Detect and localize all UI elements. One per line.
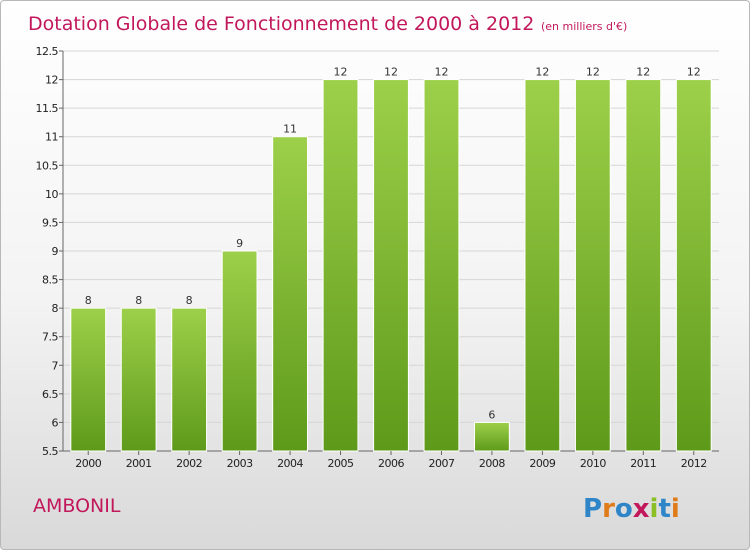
data-label: 12 bbox=[434, 66, 448, 79]
y-tick-label: 9.5 bbox=[42, 216, 58, 229]
y-tick-label: 5.5 bbox=[42, 445, 58, 458]
logo-letter: i bbox=[671, 494, 680, 524]
x-tick-label: 2000 bbox=[75, 457, 101, 470]
y-tick-label: 7.5 bbox=[42, 331, 58, 344]
logo-letter: P bbox=[583, 494, 602, 524]
x-tick-label: 2008 bbox=[479, 457, 505, 470]
y-tick-label: 11.5 bbox=[36, 102, 59, 115]
x-tick-label: 2004 bbox=[277, 457, 303, 470]
logo-letter: r bbox=[602, 494, 615, 524]
y-tick-label: 6.5 bbox=[42, 388, 58, 401]
commune-name: AMBONIL bbox=[33, 495, 121, 517]
data-label: 11 bbox=[283, 123, 297, 136]
x-tick-label: 2005 bbox=[328, 457, 354, 470]
data-label: 12 bbox=[535, 66, 549, 79]
y-tick-label: 7 bbox=[52, 359, 59, 372]
data-label: 8 bbox=[85, 294, 92, 307]
logo-letter: x bbox=[633, 494, 650, 524]
data-label: 12 bbox=[636, 66, 650, 79]
x-tick-label: 2006 bbox=[378, 457, 404, 470]
data-label: 6 bbox=[488, 408, 495, 421]
data-label: 9 bbox=[236, 237, 243, 250]
data-label: 12 bbox=[586, 66, 600, 79]
logo-letter: t bbox=[658, 494, 670, 524]
data-label: 12 bbox=[687, 66, 701, 79]
y-tick-label: 9 bbox=[52, 245, 59, 258]
chart-subtitle: (en milliers d'€) bbox=[541, 20, 627, 33]
x-tick-label: 2003 bbox=[227, 457, 253, 470]
bar-2011 bbox=[625, 79, 662, 452]
bars: 8 8 8 9 11 12 12 12 6 12 12 12 12 bbox=[70, 66, 712, 452]
bar-2002 bbox=[171, 307, 208, 452]
bar-2005 bbox=[322, 79, 359, 452]
bar-2006 bbox=[373, 79, 409, 452]
data-label: 8 bbox=[135, 294, 142, 307]
y-tick-label: 11 bbox=[45, 131, 58, 144]
data-label: 8 bbox=[186, 294, 193, 307]
data-label: 12 bbox=[384, 66, 398, 79]
chart-title: Dotation Globale de Fonctionnement de 20… bbox=[28, 13, 534, 35]
bar-2007 bbox=[423, 79, 460, 452]
y-axis: 5.5 6 6.5 7 7.5 8 8.5 9 9.5 10 10.5 11 11.5 12 12.5 bbox=[36, 45, 719, 458]
logo-letter: i bbox=[650, 494, 659, 524]
x-tick-label: 2012 bbox=[681, 457, 707, 470]
y-tick-label: 12.5 bbox=[36, 45, 59, 58]
proxiti-logo: Proxiti bbox=[583, 494, 680, 524]
y-tick-label: 12 bbox=[45, 74, 58, 87]
bar-2001 bbox=[120, 307, 157, 452]
x-tick-label: 2010 bbox=[580, 457, 606, 470]
bar-2000 bbox=[70, 307, 107, 452]
y-tick-label: 8 bbox=[52, 302, 59, 315]
bar-2009 bbox=[524, 79, 561, 452]
x-tick-label: 2011 bbox=[630, 457, 656, 470]
bar-2012 bbox=[675, 79, 712, 452]
y-tick-label: 10 bbox=[45, 188, 58, 201]
x-tick-label: 2007 bbox=[428, 457, 454, 470]
bar-2004 bbox=[272, 136, 308, 452]
logo-letter: o bbox=[615, 494, 633, 524]
x-tick-label: 2001 bbox=[126, 457, 152, 470]
x-tick-label: 2002 bbox=[176, 457, 202, 470]
bar-2010 bbox=[574, 79, 611, 452]
x-axis: 2000 2001 2002 2003 2004 2005 2006 2007 2008 2009… bbox=[75, 451, 707, 470]
bar-2008 bbox=[474, 421, 510, 452]
y-tick-label: 10.5 bbox=[36, 159, 59, 172]
data-label: 12 bbox=[334, 66, 348, 79]
x-tick-label: 2009 bbox=[529, 457, 555, 470]
bar-2003 bbox=[221, 250, 258, 452]
y-tick-label: 8.5 bbox=[42, 274, 58, 287]
y-tick-label: 6 bbox=[52, 416, 59, 429]
